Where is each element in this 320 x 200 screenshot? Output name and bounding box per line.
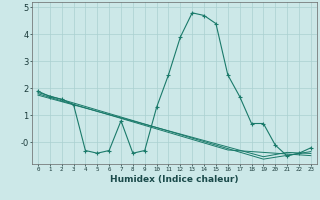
X-axis label: Humidex (Indice chaleur): Humidex (Indice chaleur) xyxy=(110,175,239,184)
